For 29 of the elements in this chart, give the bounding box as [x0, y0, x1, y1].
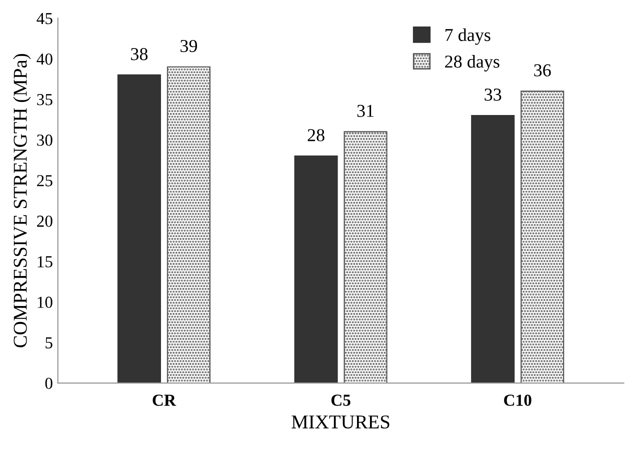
- bar: [520, 90, 564, 384]
- data-label: 33: [484, 88, 502, 101]
- data-label: 31: [357, 104, 374, 117]
- bar: [117, 74, 161, 384]
- data-label: 28: [308, 129, 324, 142]
- y-tick-label: 5: [46, 337, 52, 348]
- data-label: 38: [131, 48, 148, 60]
- y-tick-label: 40: [36, 53, 52, 65]
- x-tick-label: C10: [504, 394, 532, 406]
- y-tick-label: 35: [37, 94, 52, 106]
- bar: [344, 131, 388, 384]
- legend-label: 7 days: [446, 28, 490, 45]
- y-tick-label: 15: [38, 256, 52, 268]
- x-axis-title: MIXTURES: [292, 415, 390, 429]
- bar: [471, 114, 515, 384]
- y-axis-title: COMPRESSIVE STRENGTH (MPa): [13, 54, 31, 348]
- y-tick-label: 20: [37, 216, 52, 227]
- x-tick-label: C5: [331, 394, 350, 406]
- y-tick-label: 25: [37, 175, 52, 186]
- y-tick-label: 0: [45, 378, 52, 389]
- x-tick-label: CR: [152, 394, 176, 406]
- data-label: 36: [534, 64, 551, 76]
- bar: [294, 156, 338, 384]
- data-label: 39: [180, 40, 198, 52]
- y-tick-label: 30: [37, 134, 52, 146]
- y-tick-label: 10: [38, 296, 52, 308]
- legend-label: 28 days: [445, 55, 500, 72]
- bar: [166, 66, 210, 384]
- y-tick-label: 45: [36, 13, 52, 24]
